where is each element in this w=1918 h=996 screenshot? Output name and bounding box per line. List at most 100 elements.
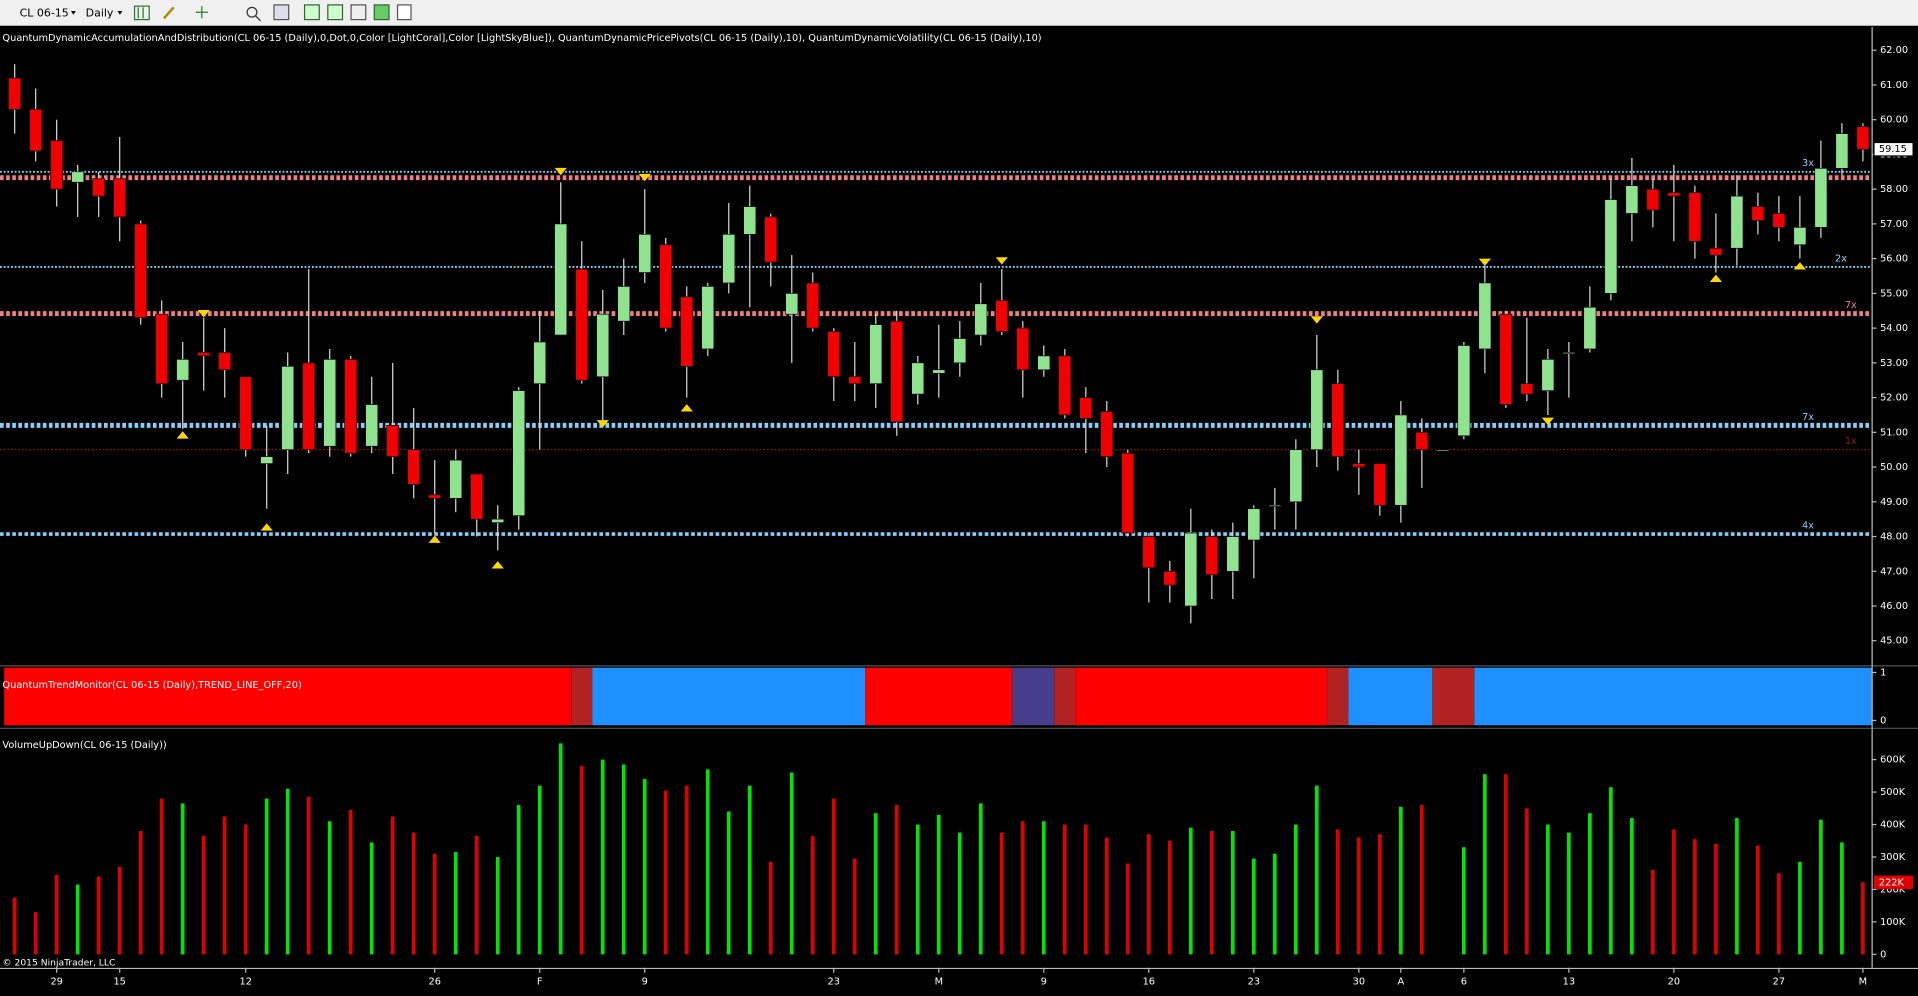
x-tick-label: 30 [1353,976,1365,987]
volume-bar [264,798,269,955]
level-label: 3x [1802,158,1814,169]
candle-body [176,359,190,381]
candle-body [1814,168,1828,228]
candle-body [806,282,820,329]
volume-bar [75,884,80,955]
volume-bar [159,798,164,955]
candle-body [1058,355,1072,416]
candle-body [1310,369,1324,450]
trend-segment [1012,667,1055,726]
last-volume-box [1873,875,1914,890]
candle-body [218,352,232,371]
data-box-button[interactable] [350,4,367,21]
candle-body [1079,397,1093,419]
level-label: 1x [1845,436,1857,447]
volume-bar [1462,847,1466,955]
candle-body [1583,306,1597,350]
volume-bar [369,842,374,955]
candle-body [1289,449,1303,503]
volume-bar [411,832,416,955]
candle-body [1142,536,1156,569]
volume-bar [1399,806,1403,955]
candle-body [1394,414,1408,506]
volume-bar [1167,840,1172,955]
volume-bar [180,803,185,955]
volume-bar [1840,842,1844,955]
window-button[interactable] [396,4,412,21]
candle-body [1205,536,1219,576]
volume-bar [936,814,941,955]
dropdown-caret[interactable] [117,11,123,15]
trend-segment [1474,667,1872,726]
candle-body [281,366,295,450]
volume-bar [621,764,626,955]
y-tick-label: 56.00 [1880,254,1908,265]
candle-body [113,178,127,218]
volume-bar [474,835,479,955]
candle-body [323,359,337,447]
candle-body [1436,449,1450,452]
y-tick-label: 400K [1880,820,1906,831]
draw-button[interactable] [162,6,175,20]
volume-bar [852,858,857,955]
volume-bar [1483,774,1487,955]
volatility-signal [554,167,567,176]
candle-body [1268,504,1282,507]
volume-bar [537,785,542,955]
trend-segment [1075,667,1328,726]
volatility-signal [995,257,1008,265]
candle-body [869,324,883,384]
candle-body [1457,345,1471,437]
candle-body [1184,532,1198,607]
candle-body [197,352,211,357]
volume-bar [1188,827,1193,955]
volatility-signal [176,431,189,439]
y-tick-label: 55.00 [1880,288,1908,299]
instrument[interactable]: CL 06-15 [20,6,69,19]
candle-body [155,313,169,384]
x-tick-label: M [1859,976,1867,987]
volume-bar [1125,863,1130,955]
trend-segment [1348,667,1433,726]
x-tick-label: 13 [1563,976,1575,987]
volume-bar [978,803,983,955]
volatility-signal [491,561,504,569]
volume-bar [432,853,437,955]
candle-body [953,338,967,364]
properties-button[interactable] [273,4,290,21]
candle-body [1772,213,1786,228]
trend-segment [1327,667,1349,726]
trend-segment [865,667,1013,726]
volatility-signal [1709,274,1723,282]
orders-button[interactable] [373,4,390,21]
candle-body [512,390,526,516]
volume-bar [516,805,521,955]
zoom-button[interactable] [246,6,261,22]
volume-bar [1861,882,1865,955]
chart-style-button[interactable] [133,5,150,21]
candle-body [848,376,862,384]
candle-body [344,359,358,454]
volume-bar [1083,824,1088,955]
y-tick-label: 100K [1880,917,1906,928]
candle-body [407,449,421,485]
volume-bar [1504,774,1508,955]
x-tick-label: 9 [642,976,648,987]
candle-body [1541,359,1555,391]
volume-bar [1020,821,1025,955]
y-tick-label: 54.00 [1880,323,1908,334]
volume-bar [1819,819,1823,955]
period[interactable]: Daily [86,6,114,19]
crosshair-button[interactable] [195,6,208,19]
x-tick-label: 15 [113,976,125,987]
dropdown-caret[interactable] [70,11,76,15]
indicators-button[interactable] [303,4,320,21]
volume-bar [1609,787,1613,955]
trend-segment [1432,667,1475,726]
volume-bar [348,809,353,955]
volume-bar [1146,834,1151,955]
strategies-button[interactable] [327,4,344,21]
candle-body [1100,411,1114,457]
candle-body [1646,188,1660,211]
y-tick-label: 49.00 [1880,497,1908,508]
